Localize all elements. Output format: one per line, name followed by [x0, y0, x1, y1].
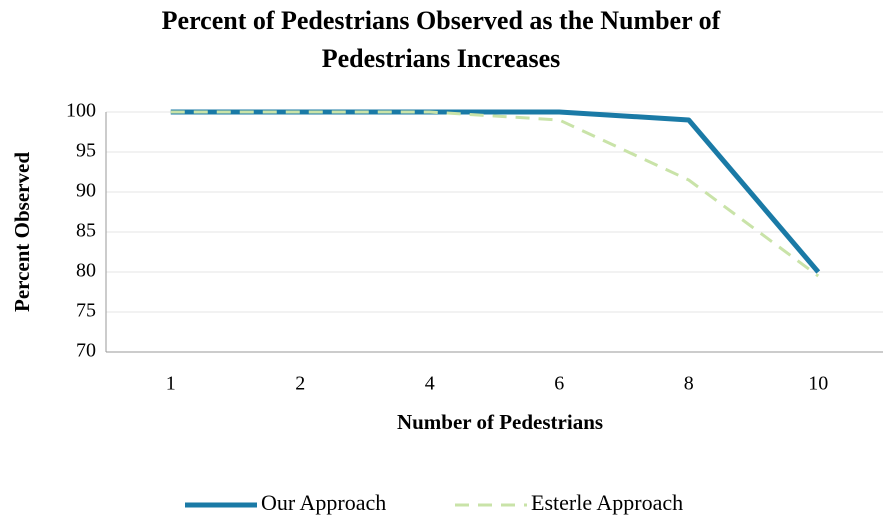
- x-tick-label: 1: [166, 373, 176, 395]
- series-line: [170, 110, 820, 278]
- y-tick-label: 75: [76, 300, 96, 322]
- y-axis-label: Percent Observed: [10, 152, 34, 312]
- y-tick-label: 80: [76, 260, 96, 282]
- y-tick-label: 70: [76, 340, 96, 362]
- legend-label: Esterle Approach: [531, 490, 683, 515]
- x-tick-label: 8: [684, 373, 694, 395]
- x-tick-label: 4: [425, 373, 435, 395]
- legend-label: Our Approach: [261, 490, 386, 515]
- x-axis-label: Number of Pedestrians: [397, 410, 603, 434]
- x-tick-label: 10: [808, 373, 828, 395]
- y-tick-label: 95: [76, 140, 96, 162]
- chart-title: Percent of Pedestrians Observed as the N…: [161, 6, 721, 73]
- y-tick-label: 100: [66, 100, 96, 122]
- y-tick-label: 90: [76, 180, 96, 202]
- x-tick-label: 2: [295, 373, 305, 395]
- x-tick-label: 6: [554, 373, 564, 395]
- series-line: [170, 109, 821, 274]
- y-tick-label: 85: [76, 220, 96, 242]
